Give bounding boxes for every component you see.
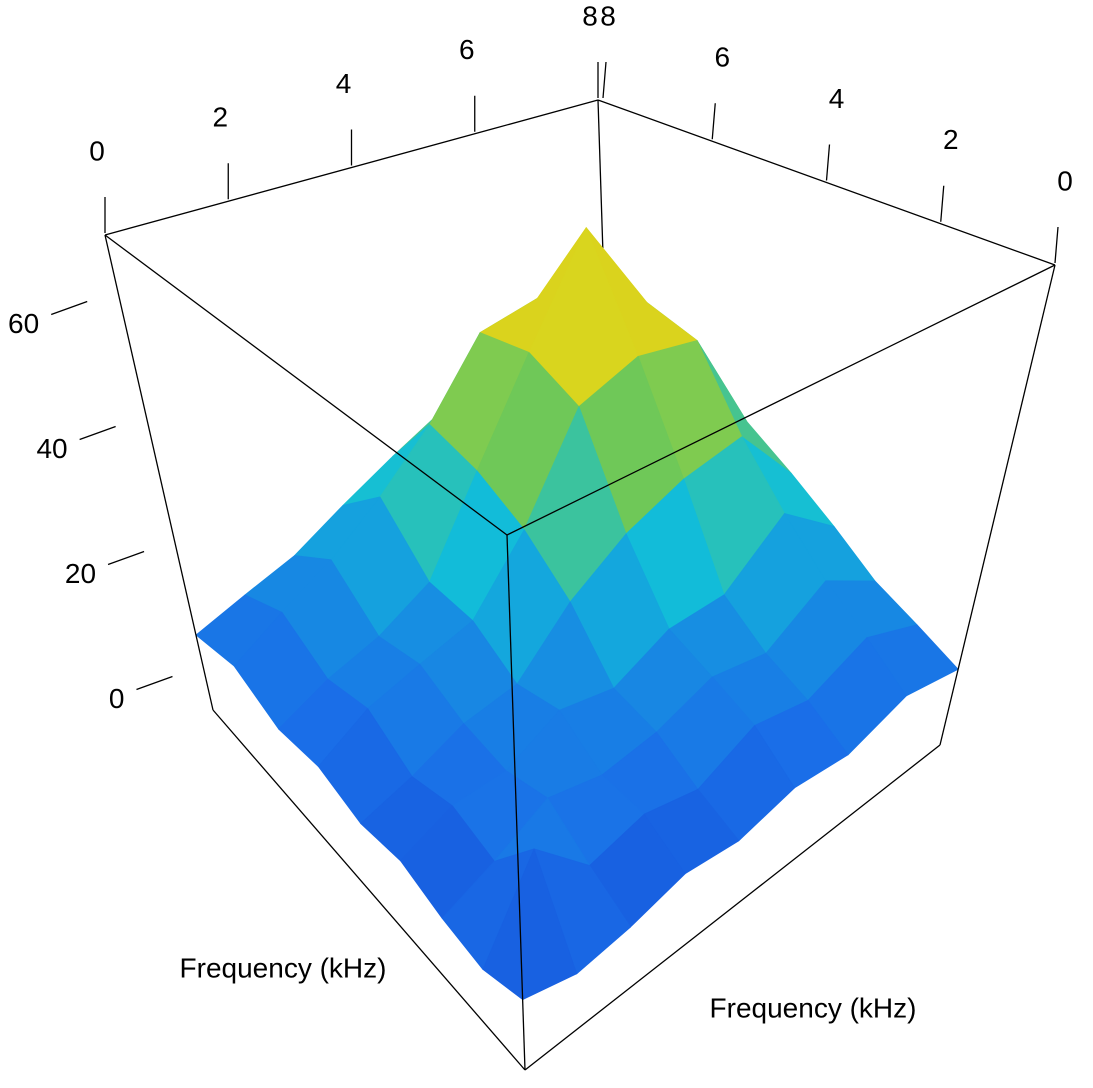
x-tick-label: 8 <box>582 0 598 31</box>
y-tick <box>602 61 607 99</box>
surface <box>195 227 959 1001</box>
box-edge <box>212 709 526 1071</box>
z-tick-label: 0 <box>109 683 125 714</box>
x-tick-label: 4 <box>336 68 352 99</box>
y-tick <box>825 144 831 181</box>
z-tick-label: 40 <box>36 433 67 464</box>
z-tick-label: 60 <box>8 308 39 339</box>
box-edge <box>104 234 508 536</box>
box-edge <box>597 99 1056 266</box>
y-tick-label: 2 <box>943 124 959 155</box>
z-tick <box>50 300 88 316</box>
box-edge <box>506 264 1056 536</box>
y-tick-label: 0 <box>1057 165 1073 196</box>
box-edge <box>506 534 526 1071</box>
y-tick <box>940 185 945 222</box>
box-edge <box>104 99 599 236</box>
z-tick <box>136 675 173 691</box>
y-tick <box>1054 226 1059 264</box>
y-tick <box>711 103 716 140</box>
x-tick-label: 2 <box>212 102 228 133</box>
box-edge <box>104 234 214 711</box>
y-tick-label: 6 <box>714 42 730 73</box>
y-axis-label: Frequency (kHz) <box>710 992 917 1023</box>
box-edge <box>939 264 1056 746</box>
x-axis-label: Frequency (kHz) <box>180 952 387 983</box>
x-tick-label: 6 <box>459 34 475 65</box>
box-front: 0 2 4 6 8 0 2 4 6 8 0 20 40 60 <box>8 0 1073 1071</box>
z-tick-label: 20 <box>65 558 96 589</box>
x-tick-label: 0 <box>89 135 105 166</box>
surface-cell <box>482 848 578 1001</box>
z-tick <box>107 550 145 566</box>
z-tick <box>79 425 116 441</box>
y-tick-label: 8 <box>600 0 616 31</box>
box-edge <box>524 744 941 1071</box>
y-tick-label: 4 <box>829 83 845 114</box>
